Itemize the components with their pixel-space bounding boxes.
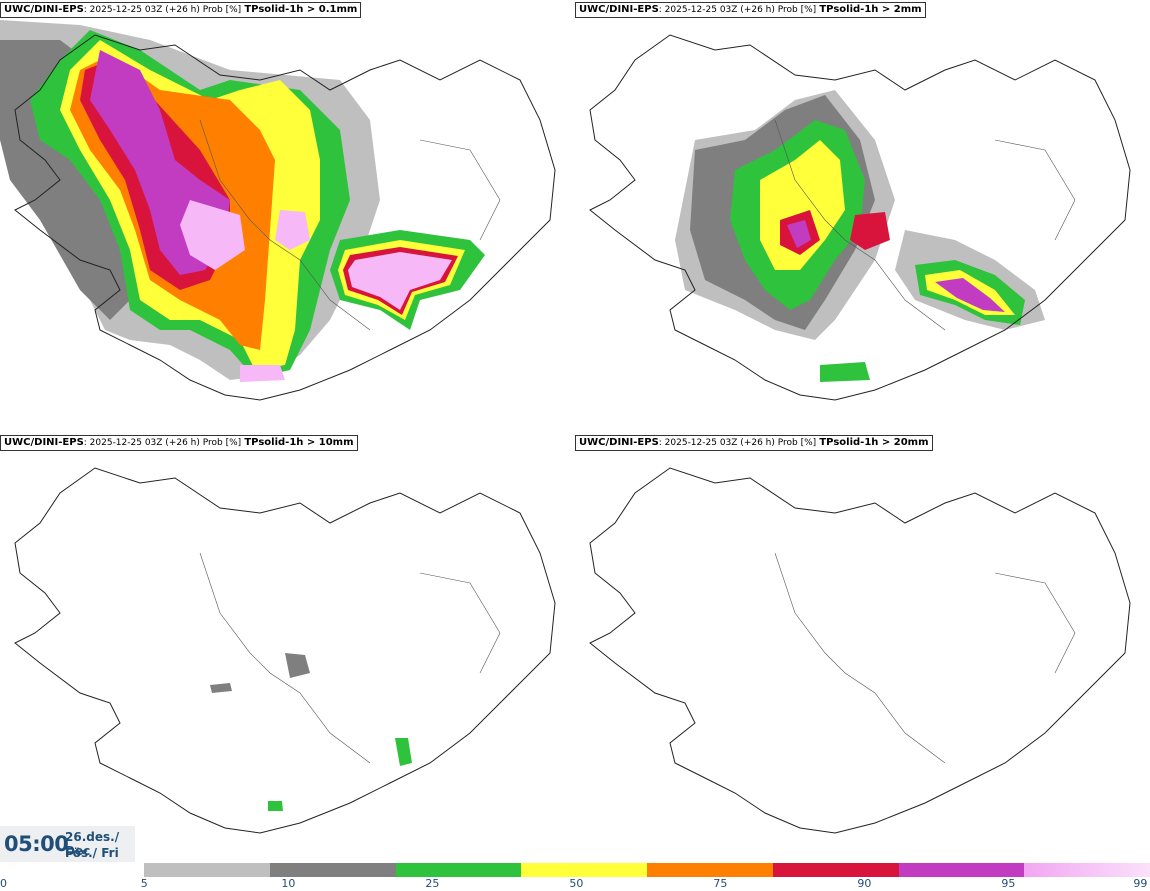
map-panel-10mm: UWC/DINI-EPS: 2025-12-25 03Z (+26 h) Pro… xyxy=(0,433,575,868)
field-name: TPsolid-1h > 2mm xyxy=(819,4,922,15)
valid-date: 26.des./ Dec xyxy=(65,830,120,858)
colorbar-segment xyxy=(521,863,648,877)
map-panel-20mm: UWC/DINI-EPS: 2025-12-25 03Z (+26 h) Pro… xyxy=(575,433,1150,868)
colorbar-segment xyxy=(395,863,522,877)
field-name: TPsolid-1h > 10mm xyxy=(244,437,354,448)
field-name: TPsolid-1h > 0.1mm xyxy=(244,4,358,15)
panel-title: UWC/DINI-EPS: 2025-12-25 03Z (+26 h) Pro… xyxy=(0,435,358,451)
model-name: UWC/DINI-EPS xyxy=(579,4,659,15)
field-name: TPsolid-1h > 20mm xyxy=(819,437,929,448)
valid-time-box: 05:00 26.des./ Dec Fös./ Fri xyxy=(0,826,135,862)
colorbar-tick-label: 25 xyxy=(425,877,440,890)
run-meta: : 2025-12-25 03Z (+26 h) Prob [%] xyxy=(83,5,242,15)
run-meta: : 2025-12-25 03Z (+26 h) Prob [%] xyxy=(658,5,817,15)
map-panel-0.1mm: UWC/DINI-EPS: 2025-12-25 03Z (+26 h) Pro… xyxy=(0,0,575,435)
colorbar-tick-label: 5 xyxy=(140,877,148,890)
colorbar-tick-label: 90 xyxy=(857,877,872,890)
colorbar-segment xyxy=(1024,863,1150,877)
colorbar-segment xyxy=(898,863,1025,877)
map-panel-2mm: UWC/DINI-EPS: 2025-12-25 03Z (+26 h) Pro… xyxy=(575,0,1150,435)
colorbar-tick-label: 95 xyxy=(1001,877,1016,890)
panel-title: UWC/DINI-EPS: 2025-12-25 03Z (+26 h) Pro… xyxy=(575,2,926,18)
colorbar-segment xyxy=(269,863,396,877)
valid-weekday: Fös./ Fri xyxy=(65,846,119,860)
run-meta: : 2025-12-25 03Z (+26 h) Prob [%] xyxy=(658,438,817,448)
probability-colorbar xyxy=(144,863,1150,877)
model-name: UWC/DINI-EPS xyxy=(579,437,659,448)
colorbar-tick-label: 0 xyxy=(0,877,7,890)
colorbar-ticks: 0 5 10 25 50 75 90 95 99 xyxy=(0,877,1150,891)
valid-time-clock: 05:00 xyxy=(4,832,69,856)
colorbar-segment xyxy=(772,863,899,877)
run-meta: : 2025-12-25 03Z (+26 h) Prob [%] xyxy=(83,438,242,448)
panel-title: UWC/DINI-EPS: 2025-12-25 03Z (+26 h) Pro… xyxy=(0,2,362,18)
model-name: UWC/DINI-EPS xyxy=(4,437,84,448)
colorbar-tick-label: 50 xyxy=(569,877,584,890)
iceland-map-2mm xyxy=(589,34,1131,401)
colorbar-tick-label: 75 xyxy=(713,877,728,890)
iceland-map-0.1mm xyxy=(0,20,556,401)
model-name: UWC/DINI-EPS xyxy=(4,4,84,15)
colorbar-segment xyxy=(144,863,271,877)
colorbar-tick-label: 10 xyxy=(281,877,296,890)
iceland-map-20mm xyxy=(589,467,1131,834)
colorbar-segment xyxy=(647,863,774,877)
panel-title: UWC/DINI-EPS: 2025-12-25 03Z (+26 h) Pro… xyxy=(575,435,933,451)
colorbar-tick-label: 99 xyxy=(1133,877,1148,890)
iceland-map-10mm xyxy=(14,467,556,834)
